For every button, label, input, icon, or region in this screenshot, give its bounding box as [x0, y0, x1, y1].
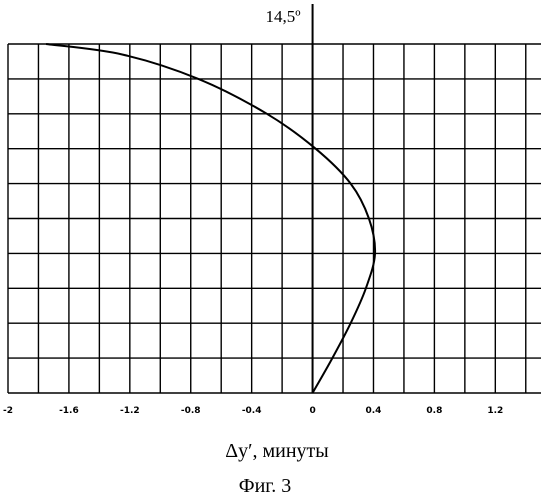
top-annotation: 14,5º [266, 7, 301, 26]
chart-grid [8, 44, 548, 393]
x-tick-label: -1.6 [59, 406, 79, 416]
figure-caption: Фиг. 3 [239, 475, 291, 497]
x-tick-label: -0.8 [181, 406, 201, 416]
x-tick-label: 0.4 [366, 406, 382, 416]
x-tick-labels: -2 -1.6 -1.2 -0.8 -0.4 0 0.4 0.8 1.2 [3, 406, 503, 416]
x-tick-label: 0 [309, 406, 315, 416]
x-tick-label: -2 [3, 406, 13, 416]
x-tick-label: -1.2 [120, 406, 140, 416]
x-tick-label: 1.2 [487, 406, 503, 416]
x-tick-label: -0.4 [242, 406, 262, 416]
x-axis-label: Δy′, минуты [225, 440, 328, 462]
x-tick-label: 0.8 [426, 406, 442, 416]
